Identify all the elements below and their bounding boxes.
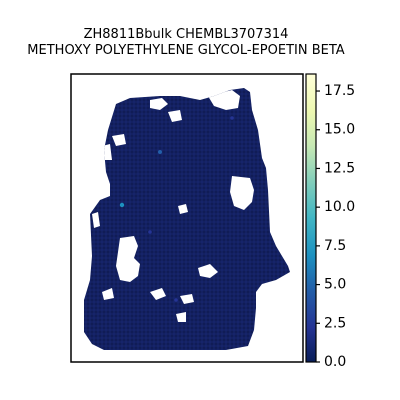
tissue-hole-center-right [198,264,218,278]
tissue-hole-large-left [116,236,140,282]
chart-title-line-2: METHOXY POLYETHYLENE GLYCOL-EPOETIN BETA [27,43,344,58]
tissue-hole-top-left [150,98,168,110]
tissue-hole-bottom-right [176,312,186,322]
chart-title-line-1: ZH8811Bbulk CHEMBL3707314 [84,27,289,42]
colorbar [305,73,317,363]
tissue-hole-lower-center [180,294,194,304]
outlier-spot [174,298,178,302]
tissue-hole-lower-mid [150,288,166,300]
outlier-spot [158,150,162,154]
colorbar-tick-label: 12.5 [324,160,355,176]
tissue-hole-left-edge [92,212,100,228]
colorbar-tick-label: 7.5 [324,238,346,254]
tissue-hole-lower-left [102,288,114,300]
outlier-spot [230,116,234,120]
colorbar-tick-label: 2.5 [324,315,346,331]
colorbar-tick-label: 5.0 [324,277,346,293]
colorbar-tick-label: 0.0 [324,354,346,370]
tissue-hole-right [230,176,254,210]
colorbar-tick-label: 17.5 [324,83,355,99]
tissue-hole-left-small [112,134,126,146]
outlier-spot [148,230,152,234]
outlier-spot [119,202,125,208]
tissue-hole-top-mid [168,110,182,122]
colorbar-ticks: 0.0 2.5 5.0 7.5 10.0 12.5 15.0 17.5 [316,83,355,370]
colorbar-tick-label: 15.0 [324,122,355,138]
colorbar-tick-label: 10.0 [324,199,355,215]
tissue-hole-mid-small [178,204,188,214]
